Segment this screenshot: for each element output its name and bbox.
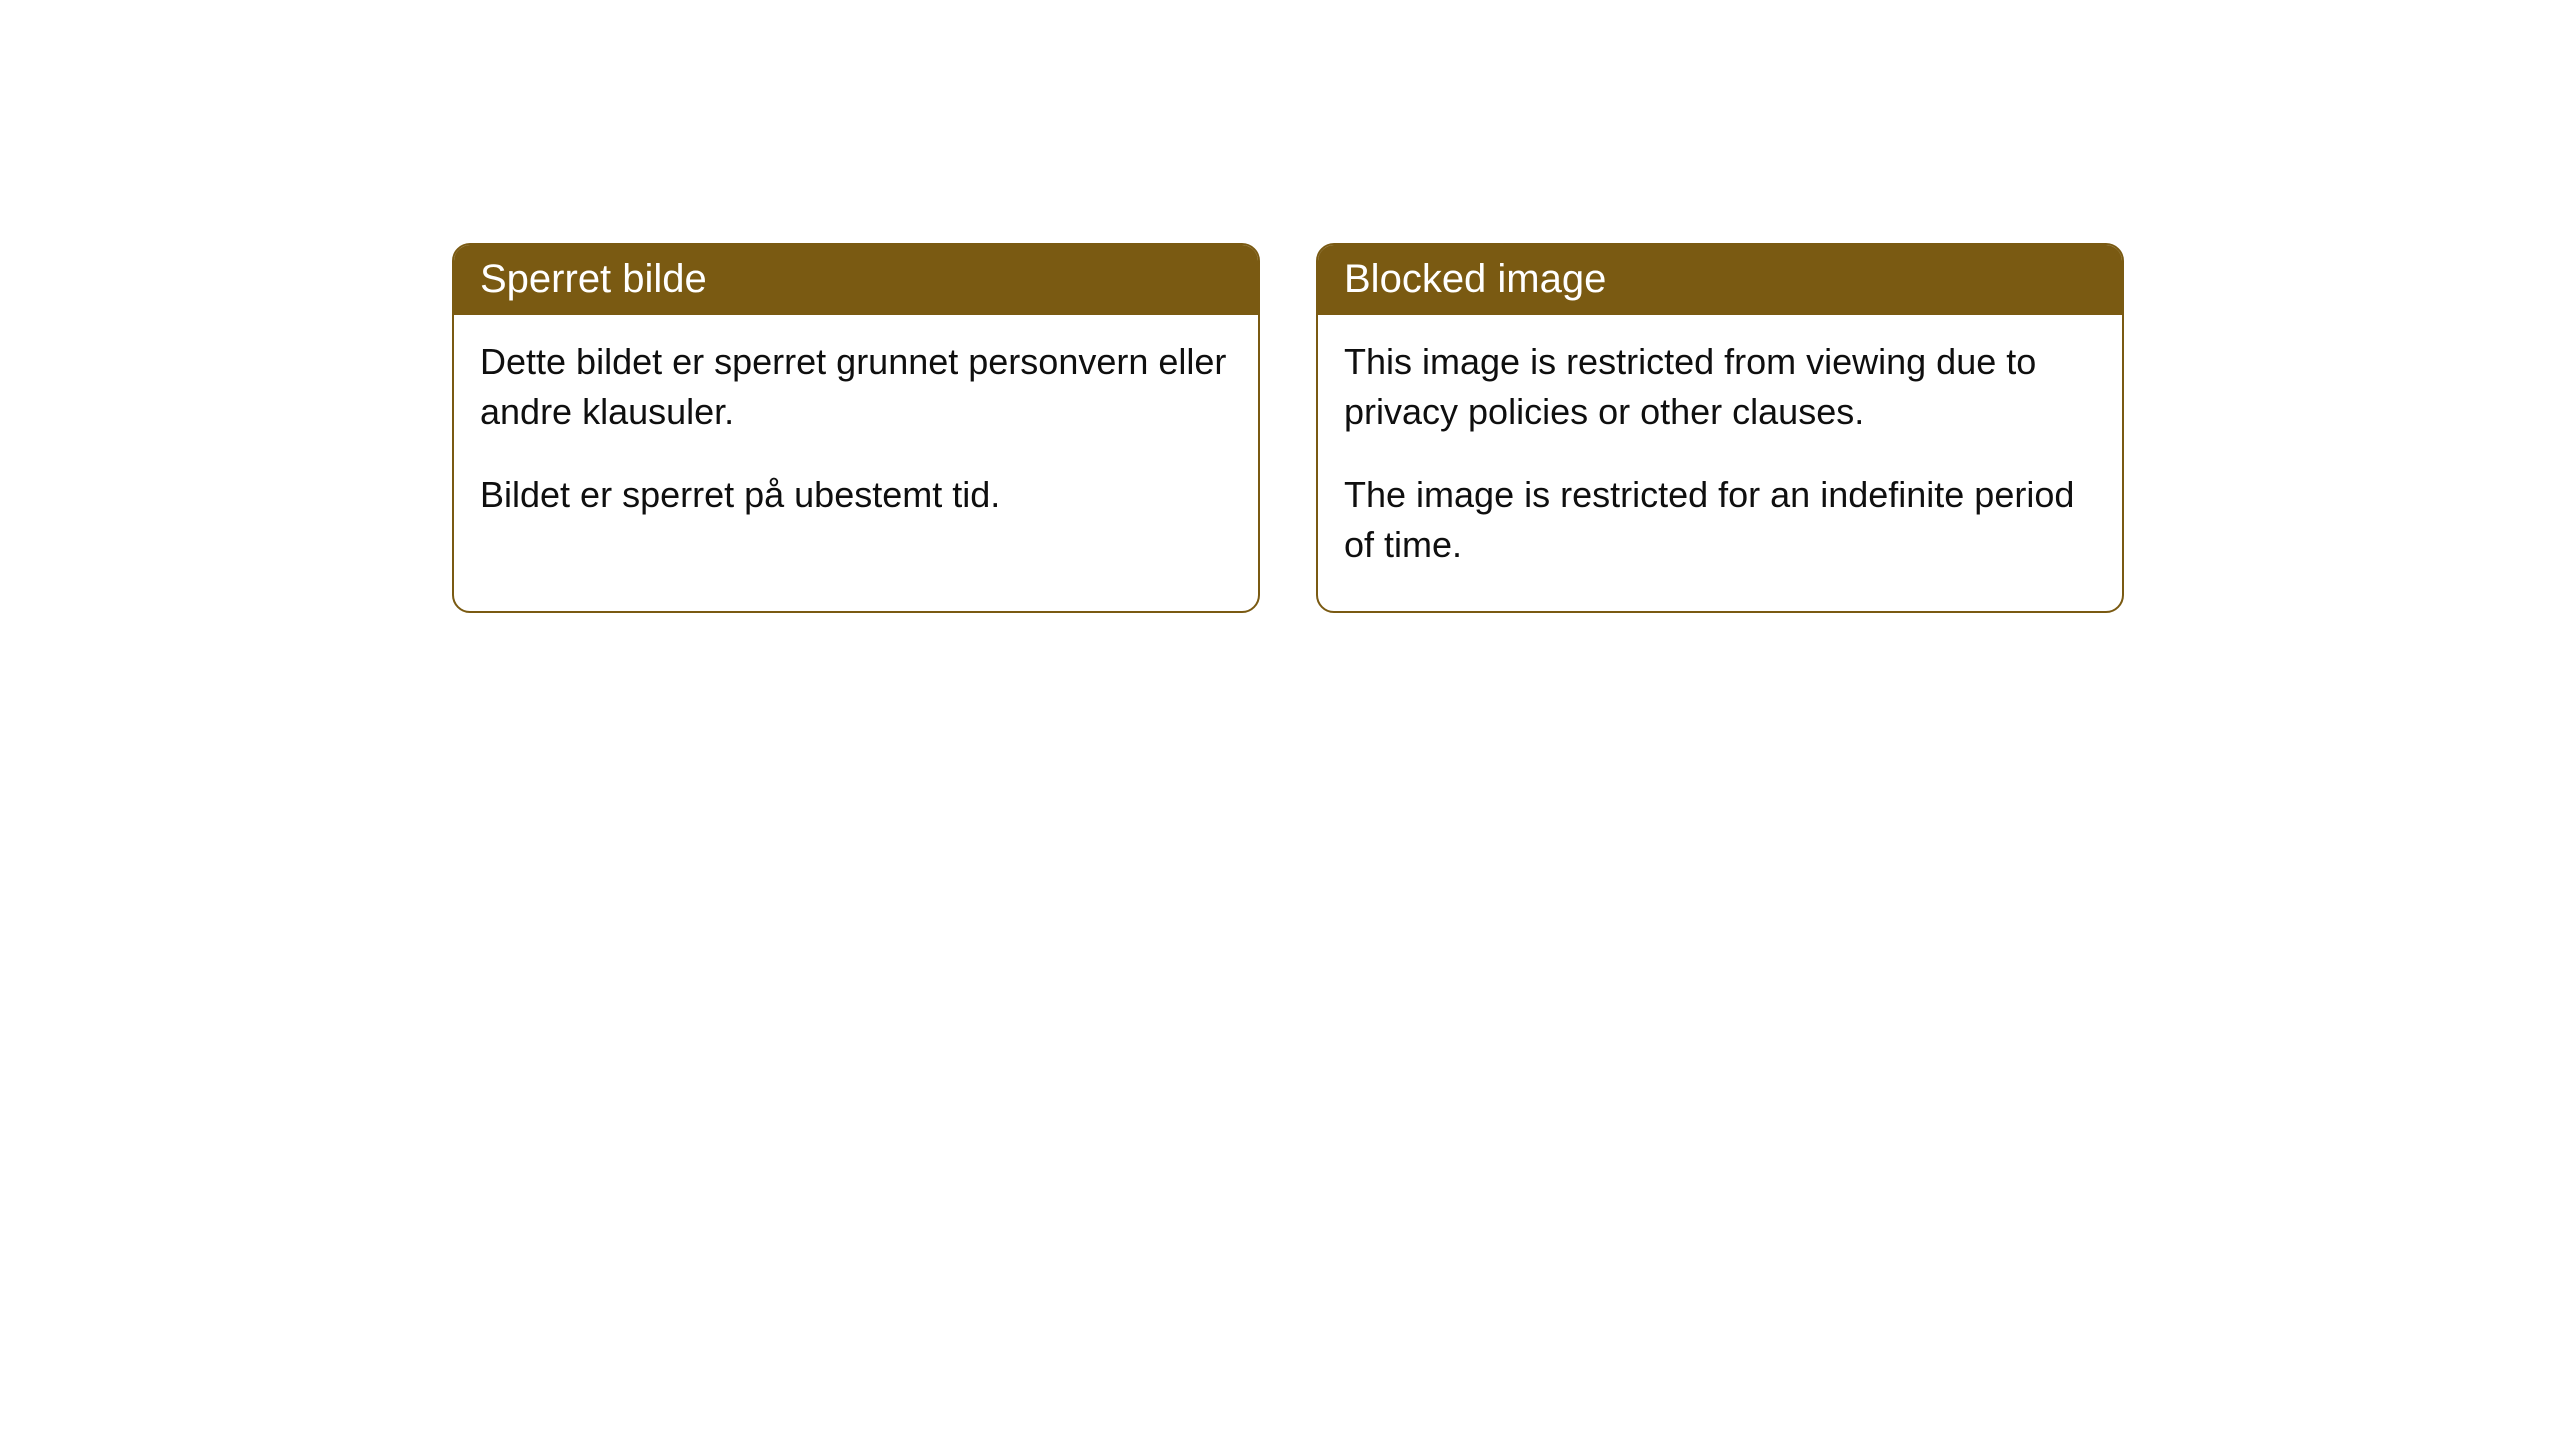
cards-container: Sperret bilde Dette bildet er sperret gr…: [0, 0, 2560, 613]
blocked-image-card-en: Blocked image This image is restricted f…: [1316, 243, 2124, 613]
blocked-image-card-no: Sperret bilde Dette bildet er sperret gr…: [452, 243, 1260, 613]
card-header-en: Blocked image: [1318, 245, 2122, 315]
card-text-en-1: This image is restricted from viewing du…: [1344, 337, 2096, 438]
card-text-en-2: The image is restricted for an indefinit…: [1344, 470, 2096, 571]
card-body-no: Dette bildet er sperret grunnet personve…: [454, 315, 1258, 560]
card-body-en: This image is restricted from viewing du…: [1318, 315, 2122, 611]
card-header-no: Sperret bilde: [454, 245, 1258, 315]
card-text-no-1: Dette bildet er sperret grunnet personve…: [480, 337, 1232, 438]
card-text-no-2: Bildet er sperret på ubestemt tid.: [480, 470, 1232, 520]
